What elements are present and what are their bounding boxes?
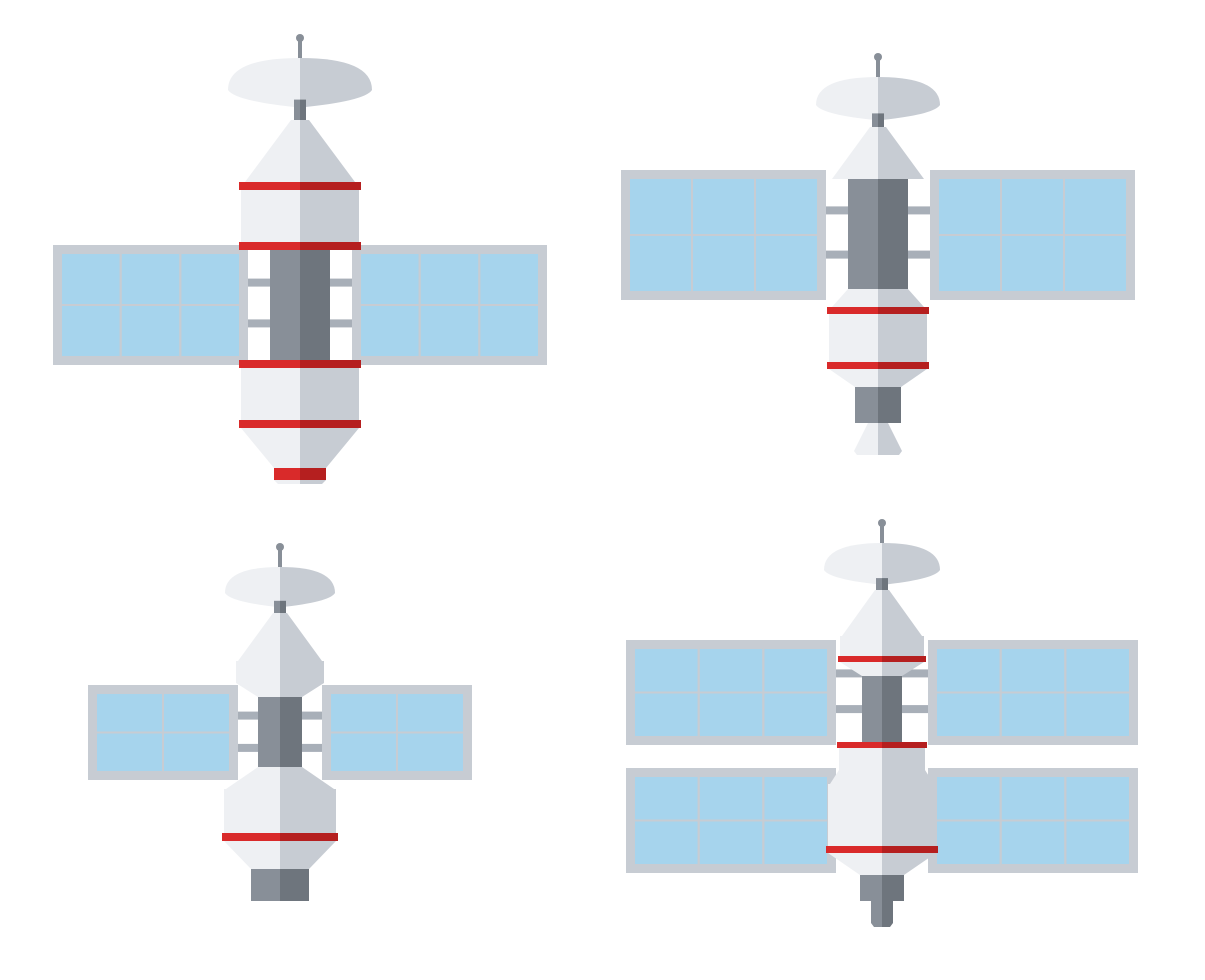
sat-d-icon [610, 530, 1165, 950]
sat-a-icon [55, 45, 545, 500]
sat-c-icon [75, 555, 485, 915]
sat-b-icon [610, 65, 1150, 485]
